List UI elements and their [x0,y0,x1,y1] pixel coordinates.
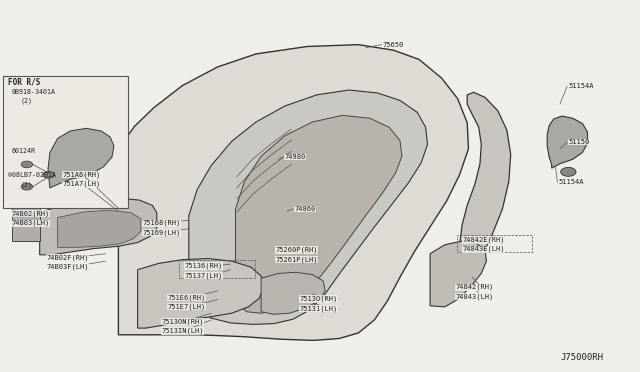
Polygon shape [430,241,486,307]
Text: 51150: 51150 [568,139,589,145]
Text: 74B03(LH): 74B03(LH) [12,220,50,227]
Polygon shape [118,45,468,340]
Text: 751E7(LH): 751E7(LH) [168,304,206,310]
Text: 74980: 74980 [285,154,306,160]
Text: 60124R: 60124R [12,148,35,154]
Text: 751A7(LH): 751A7(LH) [63,181,101,187]
Text: 751E6(RH): 751E6(RH) [168,294,206,301]
Polygon shape [547,116,588,168]
Text: 75137(LH): 75137(LH) [184,272,223,279]
Text: 74B02(RH): 74B02(RH) [12,211,50,217]
Polygon shape [138,259,264,328]
Polygon shape [48,128,114,188]
Bar [3,76,128,208]
Circle shape [21,183,33,190]
Text: 75131(LH): 75131(LH) [300,305,338,312]
Text: 74842E(RH): 74842E(RH) [462,237,504,243]
Text: 75168(RH): 75168(RH) [142,220,180,227]
Text: 51154A: 51154A [559,179,584,185]
Text: 7513IN(LH): 7513IN(LH) [161,328,204,334]
Text: 74B02F(RH): 74B02F(RH) [46,254,88,261]
Circle shape [561,167,576,176]
Text: 74843(LH): 74843(LH) [456,293,494,300]
Text: 74842(RH): 74842(RH) [456,284,494,291]
Text: 7513ON(RH): 7513ON(RH) [161,318,204,325]
Text: (2): (2) [20,181,33,187]
Bar [179,260,255,278]
Polygon shape [236,115,402,313]
Text: 0B918-3401A: 0B918-3401A [12,89,56,95]
Text: 75136(RH): 75136(RH) [184,263,223,269]
Text: (2): (2) [20,97,33,104]
Text: 74860: 74860 [294,206,316,212]
Text: 75169(LH): 75169(LH) [142,229,180,236]
Polygon shape [58,210,141,247]
Polygon shape [12,208,40,241]
Text: 51154A: 51154A [568,83,594,89]
Text: 751A6(RH): 751A6(RH) [63,171,101,178]
Polygon shape [40,198,157,255]
Text: 75260P(RH): 75260P(RH) [275,247,317,253]
Text: FOR R/S: FOR R/S [8,77,40,86]
Text: J75000RH: J75000RH [560,353,603,362]
Text: 7513O(RH): 7513O(RH) [300,296,338,302]
Text: 75650: 75650 [383,42,404,48]
Text: 75261P(LH): 75261P(LH) [275,256,317,263]
Polygon shape [189,90,428,324]
Polygon shape [261,272,325,314]
Circle shape [43,171,54,178]
Text: 74B03F(LH): 74B03F(LH) [46,263,88,270]
Bar [457,235,532,252]
Text: 74843E(LH): 74843E(LH) [462,246,504,253]
Polygon shape [460,92,511,277]
Text: ®08LB7-0201A: ®08LB7-0201A [8,172,56,178]
Circle shape [21,161,33,168]
